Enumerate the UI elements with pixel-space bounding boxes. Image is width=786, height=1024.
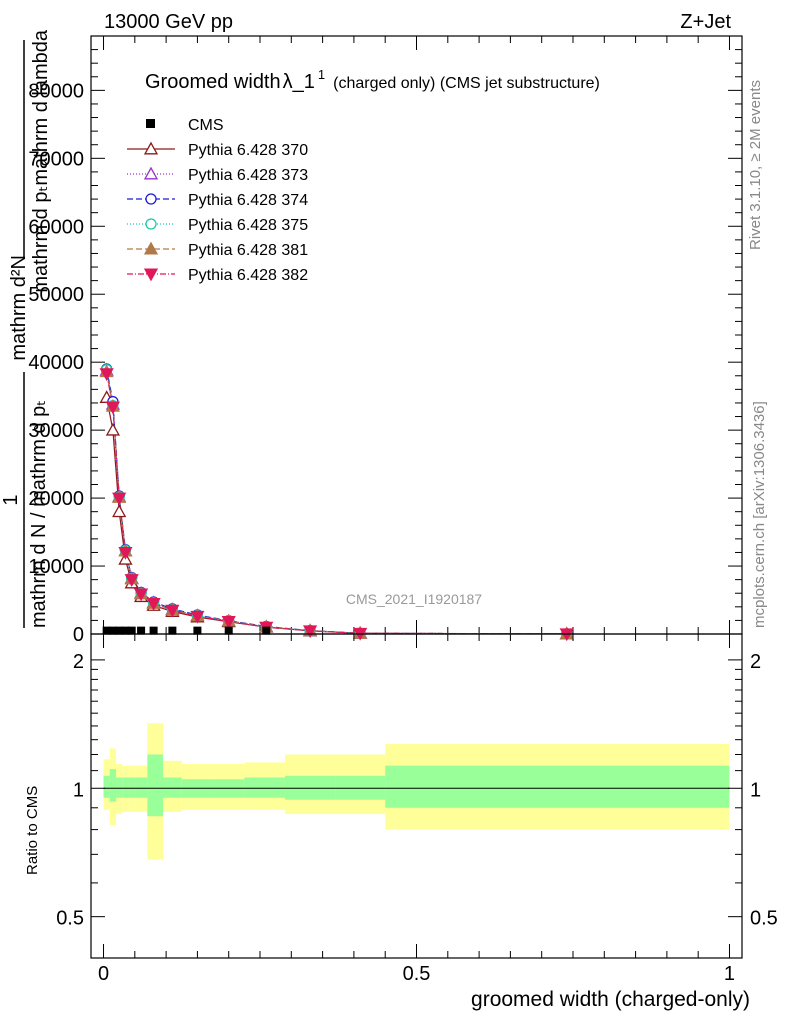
series-line-3: [106, 369, 567, 635]
legend-marker-1: [143, 166, 159, 180]
cms-data-point: [149, 626, 158, 635]
series-point-5: [221, 615, 236, 629]
mcplots-label: mcplots.cern.ch [arXiv:1306.3436]: [751, 401, 768, 628]
legend-label-5: Pythia 6.428 382: [188, 267, 308, 284]
cms-data-point: [102, 626, 111, 635]
cms-data-point: [168, 626, 177, 635]
legend-marker-4: [143, 241, 159, 255]
cms-data-point: [262, 626, 271, 635]
series-point-5: [118, 547, 133, 560]
series-point-5: [165, 604, 180, 618]
y-tick-label: 50000: [28, 284, 84, 306]
series-point-5: [146, 597, 161, 611]
x-axis-label: groomed width (charged-only): [471, 988, 750, 1011]
series-line-2: [106, 368, 567, 635]
cms-data-point: [224, 626, 233, 635]
chart-title: Groomed width λ_1 1 (charged only) (CMS jet…: [145, 67, 600, 93]
ratio-y-tick-label-right: 1: [750, 779, 761, 801]
x-tick-label: 0.5: [403, 963, 431, 985]
legend-label-4: Pythia 6.428 381: [188, 242, 308, 259]
series-point-0: [112, 504, 127, 518]
rivet-label: Rivet 3.1.10, ≥ 2M events: [747, 80, 764, 250]
cms-data-point: [193, 626, 202, 635]
ratio-band-inner: [147, 754, 163, 817]
legend-marker-3: [145, 218, 157, 230]
ratio-band-inner: [116, 777, 123, 798]
x-tick-label: 1: [724, 963, 735, 985]
x-tick-label: 0: [98, 963, 109, 985]
title-main: Groomed width: [145, 71, 281, 93]
title-rest: (charged only) (CMS jet substructure): [333, 75, 600, 92]
ratio-y-tick-label: 0.5: [56, 908, 84, 930]
ratio-y-tick-label-right: 0.5: [750, 908, 778, 930]
cms-data-point: [115, 626, 124, 635]
series-line-0: [106, 397, 567, 635]
title-symbol: λ_1: [283, 71, 315, 93]
ylabel-bottom-one: 1: [0, 494, 22, 505]
y-tick-label: 10000: [28, 556, 84, 578]
series-line-4: [106, 371, 567, 635]
legend-label-cms: CMS: [188, 117, 224, 134]
title-sup: 1: [318, 67, 325, 82]
series-point-0: [105, 422, 121, 436]
ratio-band-inner: [103, 775, 110, 798]
ratio-band-inner: [335, 775, 386, 800]
cms-data-point: [121, 626, 130, 635]
ratio-band-inner: [285, 775, 336, 800]
legend-marker-2: [145, 193, 157, 205]
ratio-band-inner: [385, 765, 730, 808]
series-line-5: [106, 373, 567, 635]
beam-label: 13000 GeV pp: [104, 11, 233, 33]
y-tick-label: 80000: [28, 80, 84, 102]
cms-data-point: [137, 626, 146, 635]
ratio-band-inner: [134, 777, 148, 798]
series-point-5: [124, 574, 139, 587]
y-tick-label: 40000: [28, 352, 84, 374]
y-tick-label: 70000: [28, 148, 84, 170]
ratio-y-tick-label: 1: [73, 779, 84, 801]
legend: CMS Pythia 6.428 370 Pythia 6.428 373 Pythi…: [127, 117, 308, 284]
cms-data-point: [108, 626, 117, 635]
legend-label-1: Pythia 6.428 373: [188, 167, 308, 184]
series-point-5: [302, 625, 318, 639]
ylabel-bottom-line: mathrm d N / mathrm d pₜ: [28, 400, 50, 628]
ratio-y-tick-label: 2: [73, 651, 84, 673]
series-point-5: [133, 588, 149, 602]
legend-label-0: Pythia 6.428 370: [188, 142, 308, 159]
ratio-band-inner: [109, 768, 117, 802]
legend-marker-cms: [146, 119, 155, 128]
ratio-band-inner: [244, 777, 286, 798]
ratio-band-inner: [122, 777, 129, 798]
main-panel: 0 10000 20000 30000 40000 50000 60000 70000 8000…: [28, 35, 743, 646]
y-tick-label: 60000: [28, 216, 84, 238]
legend-marker-5: [143, 268, 159, 282]
series-point-5: [190, 610, 205, 624]
ylabel-top-line1: mathrm d²N: [8, 255, 30, 361]
series-point-5: [105, 401, 121, 415]
legend-label-3: Pythia 6.428 375: [188, 217, 308, 234]
legend-marker-0: [143, 141, 159, 155]
analysis-watermark: CMS_2021_I1920187: [346, 591, 482, 607]
process-label: Z+Jet: [680, 11, 731, 33]
series-point-5: [99, 368, 114, 382]
y-tick-label: 20000: [28, 488, 84, 510]
series-line-1: [106, 370, 567, 635]
ratio-band-inner: [162, 777, 182, 798]
cms-data-point: [127, 626, 136, 635]
legend-label-2: Pythia 6.428 374: [188, 192, 308, 209]
y-tick-label: 0: [73, 624, 84, 646]
y-tick-label: 30000: [28, 420, 84, 442]
series-point-5: [112, 492, 127, 506]
ratio-panel: 0 0.5 1 0.5 0.5 1 1 2 2: [56, 633, 778, 985]
ratio-ylabel: Ratio to CMS: [24, 786, 41, 875]
ratio-band-inner: [128, 777, 135, 798]
ylabel-top-line2: mathrm d pₜmathrm d lambda: [30, 29, 52, 293]
ratio-y-tick-label-right: 2: [750, 651, 761, 673]
